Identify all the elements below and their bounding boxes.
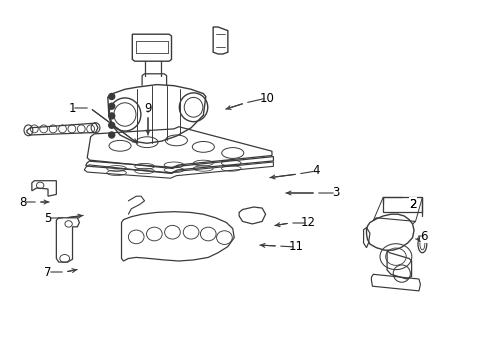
Text: 3: 3 — [332, 186, 340, 199]
Text: 7: 7 — [44, 266, 52, 279]
Text: 9: 9 — [144, 102, 152, 114]
Text: 4: 4 — [312, 165, 320, 177]
Circle shape — [109, 103, 115, 109]
Circle shape — [109, 94, 115, 99]
Text: 5: 5 — [44, 211, 51, 225]
Text: 6: 6 — [420, 230, 428, 243]
Text: 10: 10 — [260, 91, 274, 104]
Text: 8: 8 — [19, 195, 26, 208]
Circle shape — [109, 122, 115, 128]
Text: 11: 11 — [289, 240, 303, 253]
Text: 1: 1 — [68, 102, 76, 114]
Bar — [383, 197, 422, 212]
Text: 12: 12 — [300, 216, 316, 230]
Circle shape — [109, 113, 115, 119]
Text: 2: 2 — [409, 198, 417, 211]
Text: 2: 2 — [409, 198, 417, 211]
Circle shape — [109, 132, 115, 138]
